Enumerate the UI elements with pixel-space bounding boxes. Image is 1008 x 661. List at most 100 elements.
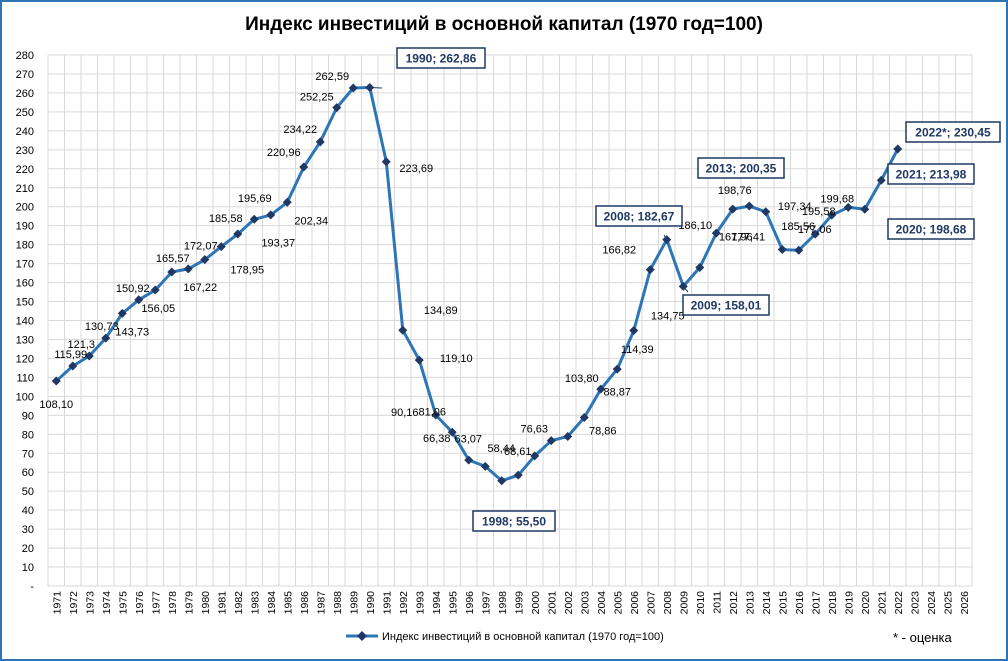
x-tick-label: 1997 [480,591,492,615]
data-point-marker [84,351,94,361]
x-tick-label: 2020 [860,591,872,615]
callout-label: 2020; 198,68 [896,223,967,237]
callout-leader [864,208,867,211]
data-point-marker [315,137,325,147]
data-point-marker [530,451,540,461]
y-tick-label: 50 [22,486,34,498]
data-label: 68,61 [504,446,532,458]
y-tick-label: 80 [22,429,34,441]
chart-title: Индекс инвестиций в основной капитал (19… [245,14,763,35]
data-point-marker [51,376,61,386]
data-point-marker [645,265,655,275]
data-label: 81,06 [418,406,446,418]
data-point-marker [596,384,606,394]
callout-leader [748,205,751,208]
x-tick-label: 2008 [662,591,674,615]
data-label: 76,63 [520,424,548,436]
data-label: 108,10 [39,399,73,411]
footnote: * - оценка [893,630,952,645]
series-line [55,86,900,483]
y-tick-label: 240 [16,126,34,138]
data-label: 252,25 [300,92,334,104]
gridlines [47,54,973,587]
data-point-marker [183,264,193,274]
y-tick-label: 200 [16,202,34,214]
y-tick-label: 180 [16,240,34,252]
data-point-marker [117,308,127,318]
x-tick-label: 1973 [84,591,96,615]
x-tick-label: 1984 [266,591,278,615]
callout-box [682,294,770,316]
data-point-marker [200,255,210,265]
data-point-marker [348,83,358,93]
x-tick-label: 1972 [68,591,80,615]
x-tick-label: 1982 [233,591,245,615]
data-point-marker [513,470,523,480]
callout-leader [897,148,901,151]
x-tick-label: 1979 [183,591,195,615]
x-tick-label: 2025 [942,591,954,615]
x-tick-label: 2000 [530,591,542,615]
y-tick-label: 90 [22,410,34,422]
x-tick-label: 1971 [51,591,63,615]
x-tick-label: 2011 [711,591,723,614]
x-tick-label: 1988 [332,591,344,615]
callout-leader [881,179,884,182]
callout-box [697,157,785,179]
x-tick-label: 1986 [299,591,311,615]
y-tick-label: 170 [16,259,34,271]
y-tick-label: 250 [16,107,34,119]
data-point-marker [150,285,160,295]
x-tick-label: 1995 [447,591,459,615]
x-tick-label: 1974 [101,591,113,615]
data-label: 90,16 [391,407,419,419]
data-point-marker [612,364,622,374]
data-point-marker [414,355,424,365]
data-point-marker [480,461,490,471]
data-point-marker [810,229,820,239]
data-label: 198,76 [718,185,752,197]
data-label: 177,41 [731,232,765,244]
data-point-marker [381,157,391,167]
data-label: 199,68 [820,193,854,205]
x-tick-label: 1975 [117,591,129,615]
data-point-marker [68,361,78,371]
x-tick-label: 2004 [596,591,608,615]
data-point-marker [711,228,721,238]
data-label: 195,58 [802,206,836,218]
data-label: 177,06 [798,224,832,236]
callout-box [472,510,556,532]
x-tick-label: 1989 [348,591,360,615]
x-tick-label: 1981 [216,591,228,615]
data-label: 234,22 [283,124,317,136]
data-point-marker [777,245,787,255]
y-tick-label: 280 [16,50,34,62]
y-tick-label: 220 [16,164,34,176]
callout-leader [663,234,668,240]
callout-label: 2022*; 230,45 [915,126,991,140]
y-tick-label: 70 [22,448,34,460]
data-label: 134,89 [424,305,458,317]
data-point-marker [827,210,837,220]
data-point-marker [843,202,853,212]
legend: Индекс инвестиций в основной капитал (19… [346,631,664,643]
legend-marker [357,631,367,641]
callout-box [905,121,1001,143]
data-point-marker [431,410,441,420]
y-tick-label: 110 [16,372,34,384]
y-axis-ticks: - 10 20 30 40 50 60 70 80 90 100 110 120 130 140 150 160… [16,50,35,593]
x-tick-label: 2015 [777,591,789,615]
y-tick-label: 10 [22,562,34,574]
callout-label: 1990; 262,86 [406,52,477,66]
x-tick-label: 2006 [629,591,641,615]
data-point-marker [563,431,573,441]
data-label: 185,56 [781,221,815,233]
y-tick-label: 230 [16,145,34,157]
data-point-marker [101,333,111,343]
data-point-marker [266,210,276,220]
callout-label: 2009; 158,01 [691,299,762,313]
data-label: 150,92 [116,283,150,295]
data-label: 103,80 [565,373,599,385]
x-tick-label: 2026 [959,591,971,615]
